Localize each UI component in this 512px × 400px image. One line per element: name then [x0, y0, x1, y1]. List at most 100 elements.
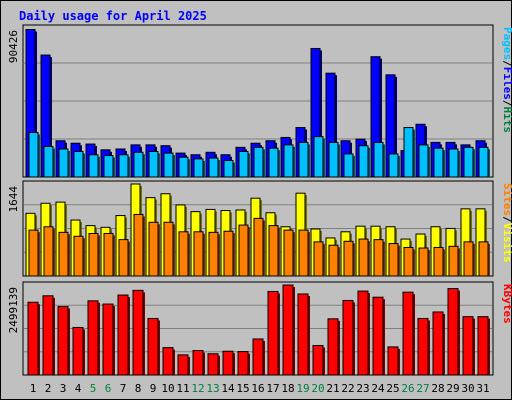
bar-files-day-12	[193, 158, 204, 178]
bar-files-day-27	[418, 144, 429, 178]
day-tick-label: 25	[386, 382, 399, 395]
day-tick-label: 19	[296, 382, 309, 395]
bar-kbytes-day-6	[102, 303, 114, 376]
day-tick-label: 17	[266, 382, 279, 395]
bar-files-day-21	[328, 141, 339, 178]
bar-files-day-3	[58, 148, 69, 178]
bar-files-day-6	[103, 155, 114, 178]
day-tick-label: 24	[371, 382, 385, 395]
day-tick-label: 8	[135, 382, 142, 395]
bar-kbytes-day-20	[312, 344, 324, 376]
panel-kbytes: 2499139 KBytes	[7, 281, 512, 376]
bar-kbytes-day-14	[222, 350, 234, 376]
bar-sites-day-1	[28, 229, 39, 277]
bar-kbytes-day-24	[372, 296, 384, 376]
day-tick-label: 13	[206, 382, 219, 395]
legend-entry: /	[501, 216, 512, 223]
bar-files-day-26	[403, 127, 414, 178]
bar-kbytes-day-3	[57, 306, 69, 376]
bar-files-day-28	[433, 147, 444, 178]
day-tick-label: 1	[30, 382, 37, 395]
bar-files-day-23	[358, 145, 369, 178]
bar-sites-day-7	[118, 239, 129, 277]
day-tick-label: 21	[326, 382, 339, 395]
bar-sites-day-30	[463, 241, 474, 277]
day-tick-label: 30	[461, 382, 474, 395]
day-tick-label: 18	[281, 382, 294, 395]
day-tick-labels: 1 2 3 4 5 6 7 8 9 10 11 12 13 14 15 16 17 18 19 20 21 22 23 24 2…	[30, 382, 490, 395]
bar-sites-day-19	[298, 229, 309, 277]
day-tick-label: 23	[356, 382, 369, 395]
legend-entry: /	[501, 60, 512, 67]
day-tick-label: 2	[45, 382, 52, 395]
day-tick-label: 28	[431, 382, 444, 395]
day-tick-label: 31	[476, 382, 489, 395]
bar-sites-day-27	[418, 247, 429, 277]
max-value-label-kbytes: 2499139	[7, 287, 20, 333]
chart-panels: 90426Pages/Files/Hits1644Sites/Visits249…	[7, 24, 512, 376]
bar-files-day-22	[343, 153, 354, 178]
bar-sites-day-11	[178, 231, 189, 277]
bar-kbytes-day-2	[42, 295, 54, 376]
day-tick-label: 10	[161, 382, 174, 395]
bar-kbytes-day-9	[147, 317, 159, 376]
max-value-label-visits: 1644	[7, 186, 20, 213]
day-tick-label: 20	[311, 382, 324, 395]
bar-sites-day-4	[73, 235, 84, 277]
bar-files-day-31	[478, 146, 489, 178]
bar-sites-day-13	[208, 231, 219, 277]
bar-kbytes-day-7	[117, 294, 129, 376]
day-tick-label: 27	[416, 382, 429, 395]
bar-sites-day-29	[448, 245, 459, 277]
bar-files-day-1	[28, 132, 39, 178]
bar-sites-day-8	[133, 213, 144, 277]
bar-kbytes-day-23	[357, 290, 369, 376]
bar-files-day-19	[298, 141, 309, 178]
series-legend-hits: Pages/Files/Hits	[501, 27, 512, 133]
bar-files-day-14	[223, 160, 234, 178]
bar-files-day-13	[208, 157, 219, 178]
bar-sites-day-15	[238, 224, 249, 277]
legend-entry: KBytes	[501, 284, 512, 324]
legend-entry: Files	[501, 67, 512, 100]
bar-kbytes-day-1	[27, 301, 39, 376]
bar-files-day-24	[373, 141, 384, 178]
day-tick-label: 6	[105, 382, 112, 395]
bar-sites-day-17	[268, 225, 279, 277]
bar-sites-day-25	[388, 243, 399, 277]
bar-files-day-4	[73, 150, 84, 178]
bar-files-day-20	[313, 136, 324, 178]
bar-kbytes-day-29	[447, 288, 459, 376]
chart-title: Daily usage for April 2025	[19, 9, 207, 23]
bar-kbytes-day-27	[417, 317, 429, 376]
day-tick-label: 7	[120, 382, 127, 395]
bar-kbytes-day-12	[192, 350, 204, 376]
bar-sites-day-9	[148, 221, 159, 277]
bar-kbytes-day-22	[342, 299, 354, 376]
bar-files-day-29	[448, 148, 459, 178]
bar-files-day-5	[88, 154, 99, 178]
legend-entry: /	[501, 100, 512, 107]
bar-sites-day-6	[103, 232, 114, 277]
bar-kbytes-day-31	[477, 316, 489, 376]
bar-files-day-10	[163, 152, 174, 178]
legend-entry: Sites	[501, 183, 512, 216]
bar-sites-day-10	[163, 221, 174, 277]
bar-files-day-9	[148, 150, 159, 178]
bar-kbytes-day-11	[177, 354, 189, 376]
bar-sites-day-12	[193, 231, 204, 277]
day-tick-label: 3	[60, 382, 67, 395]
bar-kbytes-day-30	[462, 316, 474, 376]
bar-files-day-16	[253, 146, 264, 178]
day-tick-label: 11	[176, 382, 189, 395]
bar-sites-day-3	[58, 231, 69, 277]
legend-entry: Visits	[501, 223, 512, 263]
bar-sites-day-18	[283, 229, 294, 277]
bar-sites-day-2	[43, 226, 54, 277]
bar-sites-day-21	[328, 244, 339, 277]
day-tick-label: 26	[401, 382, 414, 395]
series-legend-visits: Sites/Visits	[501, 183, 512, 263]
day-tick-label: 4	[75, 382, 82, 395]
